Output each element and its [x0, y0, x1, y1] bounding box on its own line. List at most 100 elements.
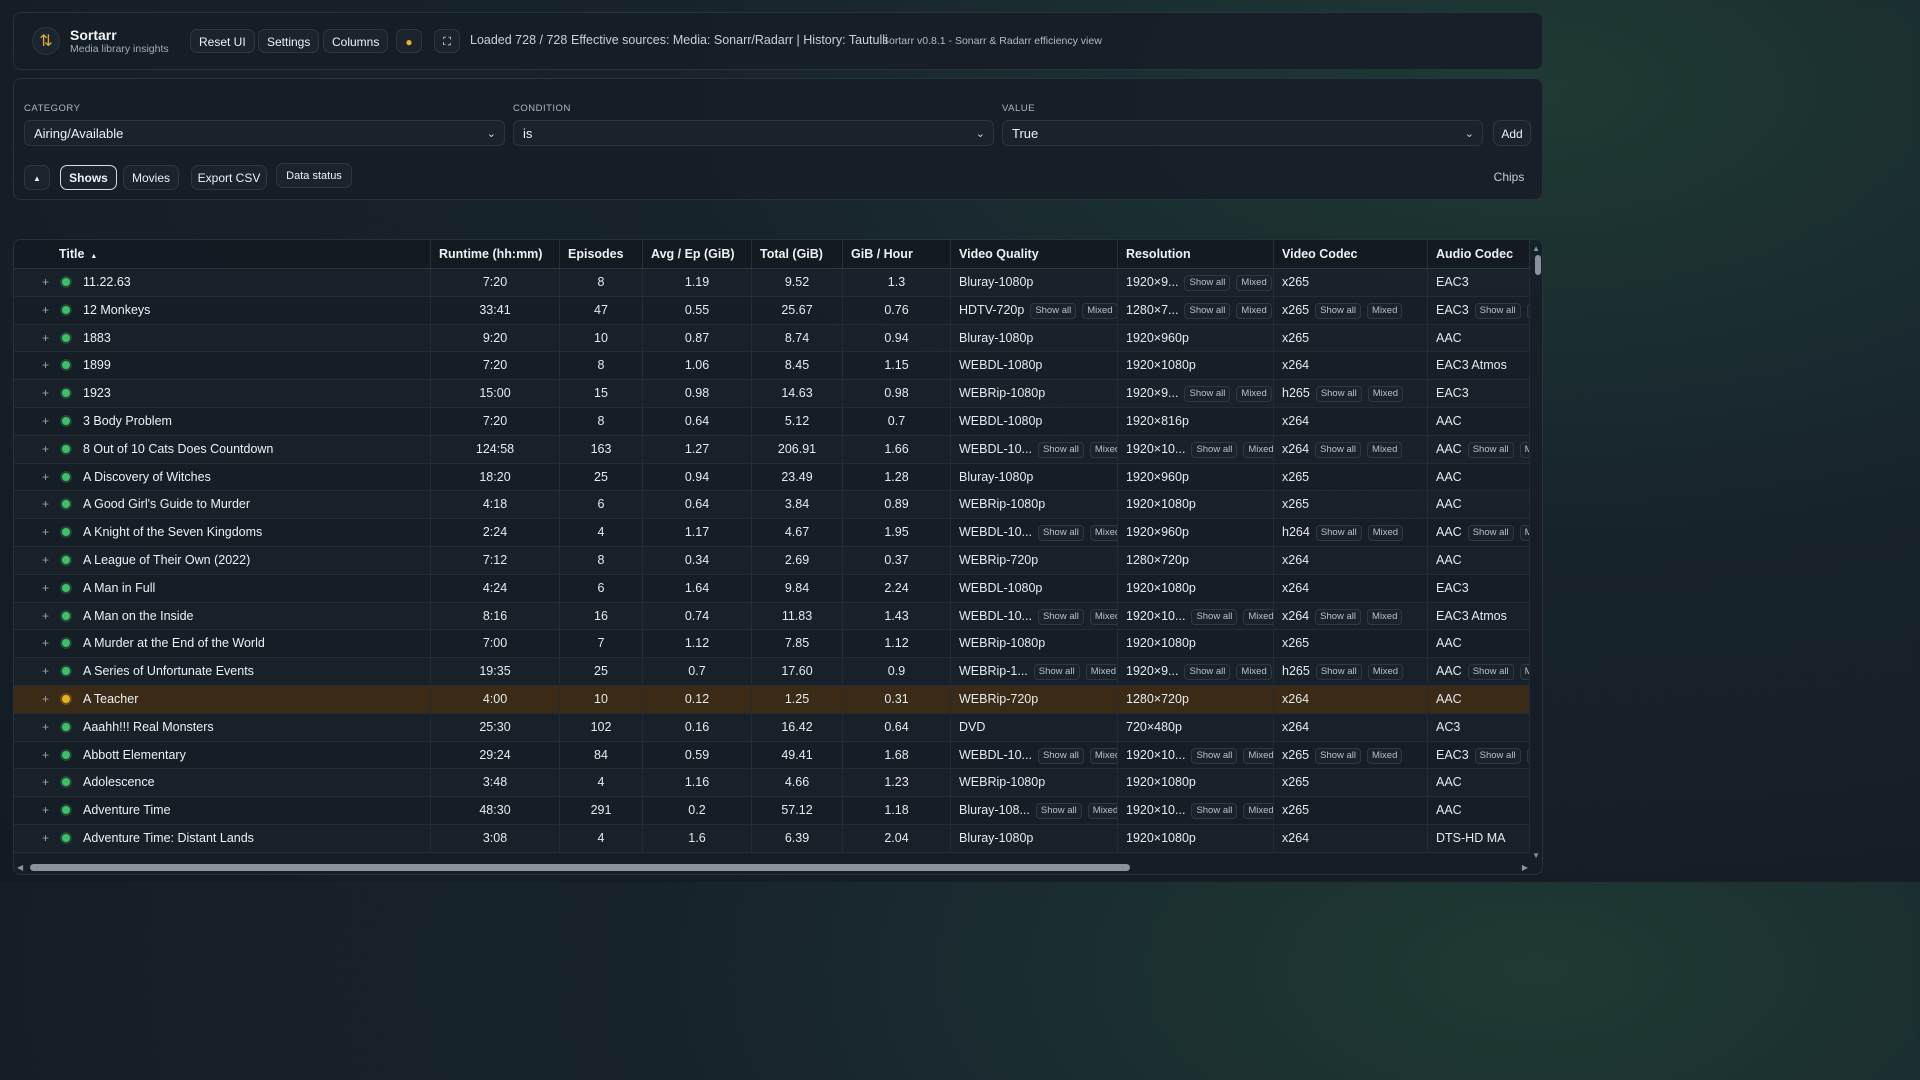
expand-plus-icon[interactable]: +: [42, 497, 50, 512]
table-row[interactable]: +12 Monkeys 33:41 47 0.55 25.67 0.76 HDTV-720p…: [14, 296, 1530, 325]
value-select[interactable]: True ⌄: [1002, 120, 1483, 146]
row-title[interactable]: A Man on the Inside: [83, 608, 194, 623]
show-all-chip[interactable]: Show all: [1315, 525, 1362, 542]
table-row[interactable]: + A Good Girl's Guide to Murder 4:18 6 0.64 3…: [14, 491, 1530, 520]
show-all-chip[interactable]: Show all: [1474, 302, 1521, 319]
show-all-chip[interactable]: Show all: [1467, 525, 1514, 542]
expand-plus-icon[interactable]: +: [42, 664, 50, 679]
table-row[interactable]: +1899 7:20 8 1.06 8.45 1.15 WEBDL-1080p 1920×10…: [14, 352, 1530, 381]
show-all-chip[interactable]: Show all: [1037, 608, 1084, 625]
scroll-right-icon[interactable]: ▶: [1521, 863, 1528, 872]
collapse-toggle-icon[interactable]: ▲: [24, 165, 50, 190]
row-title[interactable]: A Discovery of Witches: [83, 469, 211, 484]
show-all-chip[interactable]: Show all: [1474, 747, 1521, 764]
row-title[interactable]: Adventure Time: [83, 803, 171, 818]
expand-plus-icon[interactable]: +: [42, 358, 50, 373]
category-select[interactable]: Airing/Available ⌄: [24, 120, 505, 146]
table-row[interactable]: +3 Body Problem 7:20 8 0.64 5.12 0.7 WEBDL-108…: [14, 407, 1530, 436]
table-row[interactable]: + Adolescence 3:48 4 1.16 4.66 1.23 WEBRip-1080…: [14, 769, 1530, 798]
expand-plus-icon[interactable]: +: [42, 413, 50, 428]
column-header-avg[interactable]: Avg / Ep (GiB): [643, 240, 752, 268]
show-all-chip[interactable]: Show all: [1184, 302, 1231, 319]
row-title[interactable]: 3 Body Problem: [83, 413, 172, 428]
show-all-chip[interactable]: Show all: [1315, 302, 1362, 319]
row-title[interactable]: 12 Monkeys: [83, 302, 151, 317]
show-all-chip[interactable]: Show all: [1035, 803, 1082, 820]
row-title[interactable]: Adolescence: [83, 775, 155, 790]
table-row[interactable]: + Adventure Time: Distant Lands 3:08 4 1.6 6.…: [14, 824, 1530, 853]
show-all-chip[interactable]: Show all: [1315, 441, 1362, 458]
chips-toggle[interactable]: Chips: [1493, 170, 1525, 184]
expand-plus-icon[interactable]: +: [42, 441, 50, 456]
show-all-chip[interactable]: Show all: [1037, 441, 1084, 458]
row-title[interactable]: Aaahh!!! Real Monsters: [83, 719, 214, 734]
export-csv-button[interactable]: Export CSV: [191, 165, 267, 190]
expand-plus-icon[interactable]: +: [42, 275, 50, 289]
row-title[interactable]: A Series of Unfortunate Events: [83, 664, 254, 679]
show-all-chip[interactable]: Show all: [1315, 747, 1362, 764]
table-row[interactable]: +11.22.63 7:20 8 1.19 9.52 1.3 Bluray-1080p 192…: [14, 269, 1530, 297]
row-title[interactable]: A Murder at the End of the World: [83, 636, 265, 651]
table-row[interactable]: + A Knight of the Seven Kingdoms 2:24 4 1.17…: [14, 519, 1530, 547]
column-header-ac[interactable]: Audio Codec: [1428, 240, 1530, 268]
show-all-chip[interactable]: Show all: [1184, 275, 1231, 291]
row-title[interactable]: 8 Out of 10 Cats Does Countdown: [83, 441, 274, 456]
table-row[interactable]: +1883 9:20 10 0.87 8.74 0.94 Bluray-1080p 1920×…: [14, 324, 1530, 353]
row-title[interactable]: A Teacher: [83, 691, 139, 706]
row-title[interactable]: 1923: [83, 386, 111, 401]
reset-ui-button[interactable]: Reset UI: [190, 29, 255, 53]
expand-plus-icon[interactable]: +: [42, 552, 50, 567]
expand-plus-icon[interactable]: +: [42, 830, 50, 845]
scroll-left-icon[interactable]: ◀: [17, 863, 24, 872]
row-title[interactable]: A League of Their Own (2022): [83, 552, 251, 567]
show-all-chip[interactable]: Show all: [1191, 608, 1238, 625]
row-title[interactable]: A Man in Full: [83, 580, 156, 595]
expand-plus-icon[interactable]: +: [42, 747, 50, 762]
table-row[interactable]: + A Series of Unfortunate Events 19:35 25 0.…: [14, 658, 1530, 686]
table-row[interactable]: +8 Out of 10 Cats Does Countdown 124:58 16…: [14, 435, 1530, 464]
column-header-res[interactable]: Resolution: [1118, 240, 1274, 268]
fullscreen-icon[interactable]: ⛶: [434, 29, 460, 53]
columns-button[interactable]: Columns: [323, 29, 389, 53]
scroll-up-icon[interactable]: ▲: [1532, 244, 1540, 253]
show-all-chip[interactable]: Show all: [1315, 608, 1362, 625]
column-header-title[interactable]: Title ▲: [14, 240, 431, 268]
row-title[interactable]: Adventure Time: Distant Lands: [83, 830, 254, 845]
expand-plus-icon[interactable]: +: [42, 525, 50, 540]
column-header-gph[interactable]: GiB / Hour: [843, 240, 951, 268]
show-all-chip[interactable]: Show all: [1037, 747, 1084, 764]
scroll-down-icon[interactable]: ▼: [1532, 851, 1540, 860]
table-row[interactable]: +1923 15:00 15 0.98 14.63 0.98 WEBRip-1080p 192…: [14, 380, 1530, 408]
table-row[interactable]: + Aaahh!!! Real Monsters 25:30 102 0.16 16.42…: [14, 713, 1530, 742]
column-header-episodes[interactable]: Episodes: [560, 240, 643, 268]
show-all-chip[interactable]: Show all: [1467, 441, 1514, 458]
condition-select[interactable]: is ⌄: [513, 120, 994, 146]
row-title[interactable]: 1883: [83, 330, 111, 345]
row-title[interactable]: Abbott Elementary: [83, 747, 186, 762]
show-all-chip[interactable]: Show all: [1030, 302, 1077, 319]
expand-plus-icon[interactable]: +: [42, 608, 50, 623]
vertical-scrollbar-thumb[interactable]: [1535, 255, 1541, 275]
show-all-chip[interactable]: Show all: [1315, 386, 1362, 403]
table-row[interactable]: + Adventure Time 48:30 291 0.2 57.12 1.18 Blura…: [14, 797, 1530, 825]
movies-tab[interactable]: Movies: [123, 165, 179, 190]
row-title[interactable]: 1899: [83, 358, 111, 373]
show-all-chip[interactable]: Show all: [1191, 803, 1238, 820]
table-row[interactable]: + A Murder at the End of the World 7:00 7 1.…: [14, 630, 1530, 659]
shows-tab[interactable]: Shows: [60, 165, 117, 190]
expand-plus-icon[interactable]: +: [42, 469, 50, 484]
show-all-chip[interactable]: Show all: [1191, 441, 1238, 458]
row-title[interactable]: 11.22.63: [83, 275, 131, 289]
column-header-vc[interactable]: Video Codec: [1274, 240, 1428, 268]
expand-plus-icon[interactable]: +: [42, 330, 50, 345]
expand-plus-icon[interactable]: +: [42, 803, 50, 818]
show-all-chip[interactable]: Show all: [1037, 525, 1084, 542]
row-title[interactable]: A Knight of the Seven Kingdoms: [83, 525, 263, 540]
data-status-button[interactable]: Data status: [276, 163, 352, 188]
theme-toggle-sun-icon[interactable]: ●: [396, 29, 422, 53]
show-all-chip[interactable]: Show all: [1315, 664, 1362, 681]
column-header-total[interactable]: Total (GiB): [752, 240, 843, 268]
horizontal-scrollbar-thumb[interactable]: [30, 864, 1130, 871]
show-all-chip[interactable]: Show all: [1191, 747, 1238, 764]
expand-plus-icon[interactable]: +: [42, 302, 50, 317]
